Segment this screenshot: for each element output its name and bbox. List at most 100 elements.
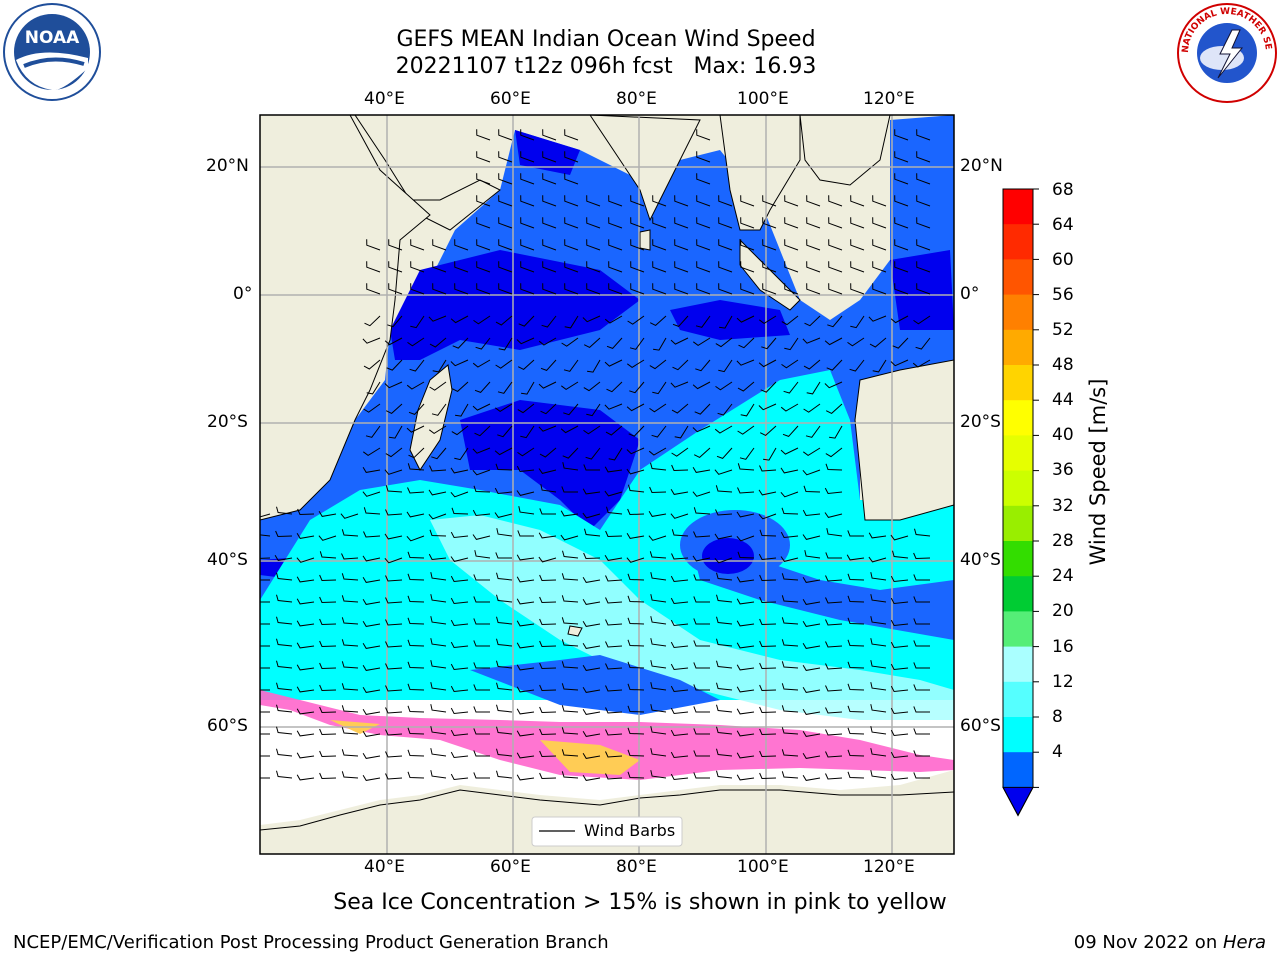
wind-barb (560, 534, 579, 541)
wind-barb (872, 195, 887, 207)
wind-barb (671, 447, 689, 457)
wind-barb (563, 403, 579, 416)
wind-barb (516, 774, 535, 781)
colorbar-label: Wind Speed [m/s] (1086, 378, 1110, 566)
wind-barb (913, 574, 930, 581)
wind-barb (542, 173, 557, 185)
wind-barb (386, 359, 403, 371)
wind-barb (649, 551, 667, 559)
wind-barb (627, 617, 645, 625)
wind-barb (564, 315, 579, 329)
wind-barb (652, 195, 667, 207)
wind-barb (693, 337, 711, 347)
wind-barb (670, 575, 689, 583)
wind-barb (671, 553, 689, 560)
wind-barb (385, 575, 403, 582)
wind-barb (714, 533, 733, 540)
wind-barb (430, 638, 447, 647)
colorbar-segment (1003, 400, 1033, 436)
wind-barb (450, 685, 469, 693)
wind-barb (539, 750, 557, 758)
deep-blue-patch-equator (390, 250, 640, 360)
sri-lanka (639, 229, 651, 251)
wind-barb (802, 337, 821, 344)
wind-barb (605, 619, 623, 626)
wind-barb (297, 508, 315, 516)
wind-barb (894, 261, 909, 273)
wind-barb (429, 425, 447, 435)
wind-barb (670, 489, 689, 495)
lon-tick-bottom-40e: 40°E (364, 857, 405, 877)
wind-barb (716, 616, 733, 625)
colorbar-segment (1003, 294, 1033, 331)
wind-barb (296, 686, 315, 693)
wind-barb (518, 315, 535, 327)
wind-barb (736, 620, 755, 627)
wind-barb (384, 533, 403, 540)
wind-barb (362, 687, 381, 693)
wind-barb (385, 597, 403, 604)
wind-barb (913, 552, 931, 560)
wind-barb (516, 465, 535, 473)
wind-barb (276, 572, 293, 581)
wind-barb (561, 486, 578, 493)
wind-barb (561, 683, 579, 691)
wind-barb (604, 359, 623, 367)
wind-barb (716, 638, 733, 647)
wind-barb (759, 425, 777, 436)
wind-barb (496, 528, 513, 537)
wind-barb (408, 403, 425, 415)
wind-barb (450, 597, 469, 605)
colorbar-segment (1003, 717, 1033, 753)
wind-barb (431, 447, 447, 460)
lat-tick-right-0: 0° (960, 284, 980, 304)
wind-barb (868, 315, 887, 322)
wind-barb (847, 771, 865, 779)
wind-barb (540, 403, 557, 415)
wind-barb (828, 261, 843, 273)
wind-barb (496, 572, 513, 581)
wind-barb (586, 403, 601, 417)
wind-barb (736, 598, 755, 605)
wind-barb (407, 573, 425, 581)
lon-tick-top-80e: 80°E (616, 89, 657, 109)
wind-barb (627, 639, 645, 647)
wind-barb (494, 487, 513, 495)
wind-barb (409, 359, 425, 372)
wind-barb (407, 337, 425, 347)
wind-barb (604, 315, 623, 324)
wind-barb (319, 750, 337, 758)
wind-barb (585, 447, 601, 460)
wind-barb (890, 729, 909, 737)
wind-barb (584, 528, 601, 537)
wind-barb (364, 315, 381, 327)
wind-barb (518, 506, 535, 515)
wind-barb (296, 576, 315, 583)
wind-barb (410, 315, 425, 329)
wind-barb (521, 381, 535, 395)
wind-barb (494, 447, 513, 456)
wind-barb (737, 487, 755, 494)
colorbar-segment (1003, 259, 1033, 296)
wind-barb (450, 641, 469, 649)
wind-barb (824, 512, 843, 518)
wind-barb (542, 195, 557, 207)
wind-barb (780, 531, 799, 539)
wind-barb (276, 770, 293, 779)
wind-barb (803, 485, 821, 493)
wind-barb (605, 530, 623, 538)
wind-barb (781, 315, 799, 326)
wind-barb (916, 151, 931, 163)
wind-barb (650, 682, 667, 691)
wind-barb (472, 469, 491, 476)
wind-barb (847, 749, 865, 757)
wind-barb (846, 554, 865, 561)
wind-barb (803, 359, 821, 370)
wind-barb (890, 641, 909, 649)
wind-barb (362, 621, 381, 627)
wind-barb (672, 315, 689, 327)
wind-barb (366, 381, 381, 395)
wind-barb (562, 462, 579, 471)
lat-tick-right-60s: 60°S (960, 716, 1001, 736)
wind-barb (717, 403, 733, 416)
